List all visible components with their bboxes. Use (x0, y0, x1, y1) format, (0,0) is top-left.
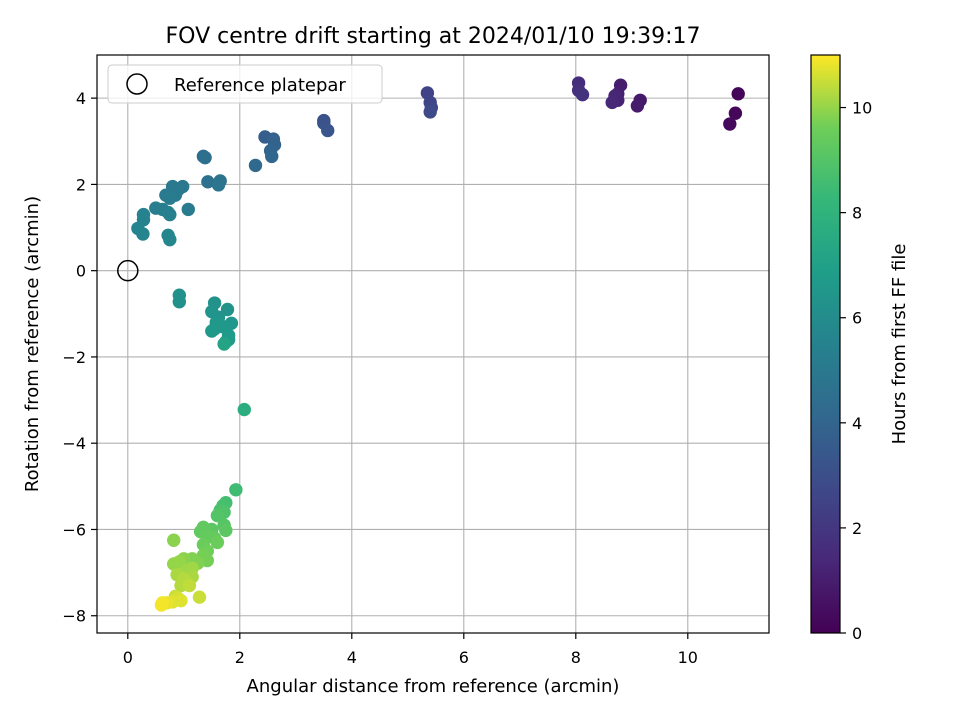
scatter-point-36 (163, 191, 177, 205)
scatter-point-2 (723, 117, 737, 131)
scatter-point-41 (163, 207, 177, 222)
colorbar-tick-label-2: 4 (852, 414, 862, 433)
scatter-point-24 (265, 149, 279, 164)
scatter-point-95 (192, 590, 207, 604)
y-axis-ticks: −8 −6 −4 −2 0 2 4 (62, 89, 97, 626)
chart-title: FOV centre drift starting at 2024/01/10 … (166, 24, 701, 49)
legend: Reference platepar (107, 64, 383, 104)
scatter-point-37 (181, 202, 195, 217)
y-tick-label-1: −6 (62, 520, 86, 539)
colorbar-tick-label-3: 6 (852, 309, 862, 328)
plot-frame (96, 54, 770, 634)
scatter-point-94 (182, 578, 197, 593)
scatter-point-28 (201, 175, 215, 189)
scatter-point-27 (198, 150, 212, 165)
colorbar-tick-label-0: 0 (852, 624, 862, 643)
y-tick-label-6: 4 (76, 89, 86, 108)
scatter-point-102 (154, 598, 169, 612)
scatter-point-45 (136, 227, 150, 241)
x-axis-ticks: 0 2 4 6 8 10 (123, 633, 698, 667)
x-tick-label-3: 6 (459, 648, 469, 667)
colorbar-frame (810, 54, 841, 634)
scatter-point-16 (423, 105, 437, 119)
y-axis-label: Rotation from reference (arcmin) (22, 196, 43, 492)
scatter-point-49 (172, 295, 187, 309)
colorbar-gradient (811, 55, 840, 633)
legend-marker-hollow-circle (126, 73, 148, 95)
scatter-point-77 (210, 535, 225, 550)
scatter-points (131, 76, 745, 612)
x-tick-label-0: 0 (123, 648, 133, 667)
y-tick-label-4: 0 (76, 262, 86, 281)
scatter-point-69 (210, 508, 225, 523)
colorbar-ticks: 0 2 4 6 8 10 (840, 99, 872, 643)
scatter-point-58 (205, 324, 219, 338)
scatter-point-87 (167, 557, 181, 571)
legend-label: Reference platepar (174, 75, 346, 96)
scatter-point-9 (605, 95, 619, 110)
reference-platepar-marker (117, 259, 139, 282)
scatter-point-64 (229, 483, 243, 497)
scatter-point-25 (248, 158, 263, 173)
scatter-point-0 (731, 87, 745, 101)
scatter-point-47 (163, 232, 177, 247)
scatter-point-12 (575, 87, 590, 102)
scatter-point-63 (237, 402, 251, 417)
scatter-point-1 (728, 106, 743, 120)
colorbar: 0 2 4 6 8 10 Hours from first FF file (810, 54, 910, 643)
y-tick-label-5: 2 (76, 175, 86, 194)
y-tick-label-2: −4 (62, 434, 86, 453)
y-tick-label-3: −2 (62, 348, 86, 367)
scatter-point-30 (211, 178, 226, 192)
colorbar-label: Hours from first FF file (889, 244, 910, 445)
colorbar-tick-label-4: 8 (852, 204, 862, 223)
colorbar-tick-label-5: 10 (852, 99, 872, 118)
reference-layer (117, 259, 139, 282)
scatter-point-71 (219, 523, 233, 538)
scatter-point-4 (630, 99, 645, 113)
x-tick-label-1: 2 (235, 648, 245, 667)
scatter-point-85 (167, 533, 181, 547)
legend-box (107, 64, 383, 104)
x-tick-label-2: 4 (347, 648, 357, 667)
scatter-point-19 (321, 123, 335, 138)
y-tick-label-0: −8 (62, 607, 86, 626)
x-tick-label-5: 10 (678, 648, 698, 667)
x-tick-label-4: 8 (571, 648, 581, 667)
colorbar-tick-label-1: 2 (852, 519, 862, 538)
scatter-point-62 (217, 337, 231, 351)
scatter-point-51 (220, 302, 235, 317)
x-axis-label: Angular distance from reference (arcmin) (247, 676, 620, 697)
